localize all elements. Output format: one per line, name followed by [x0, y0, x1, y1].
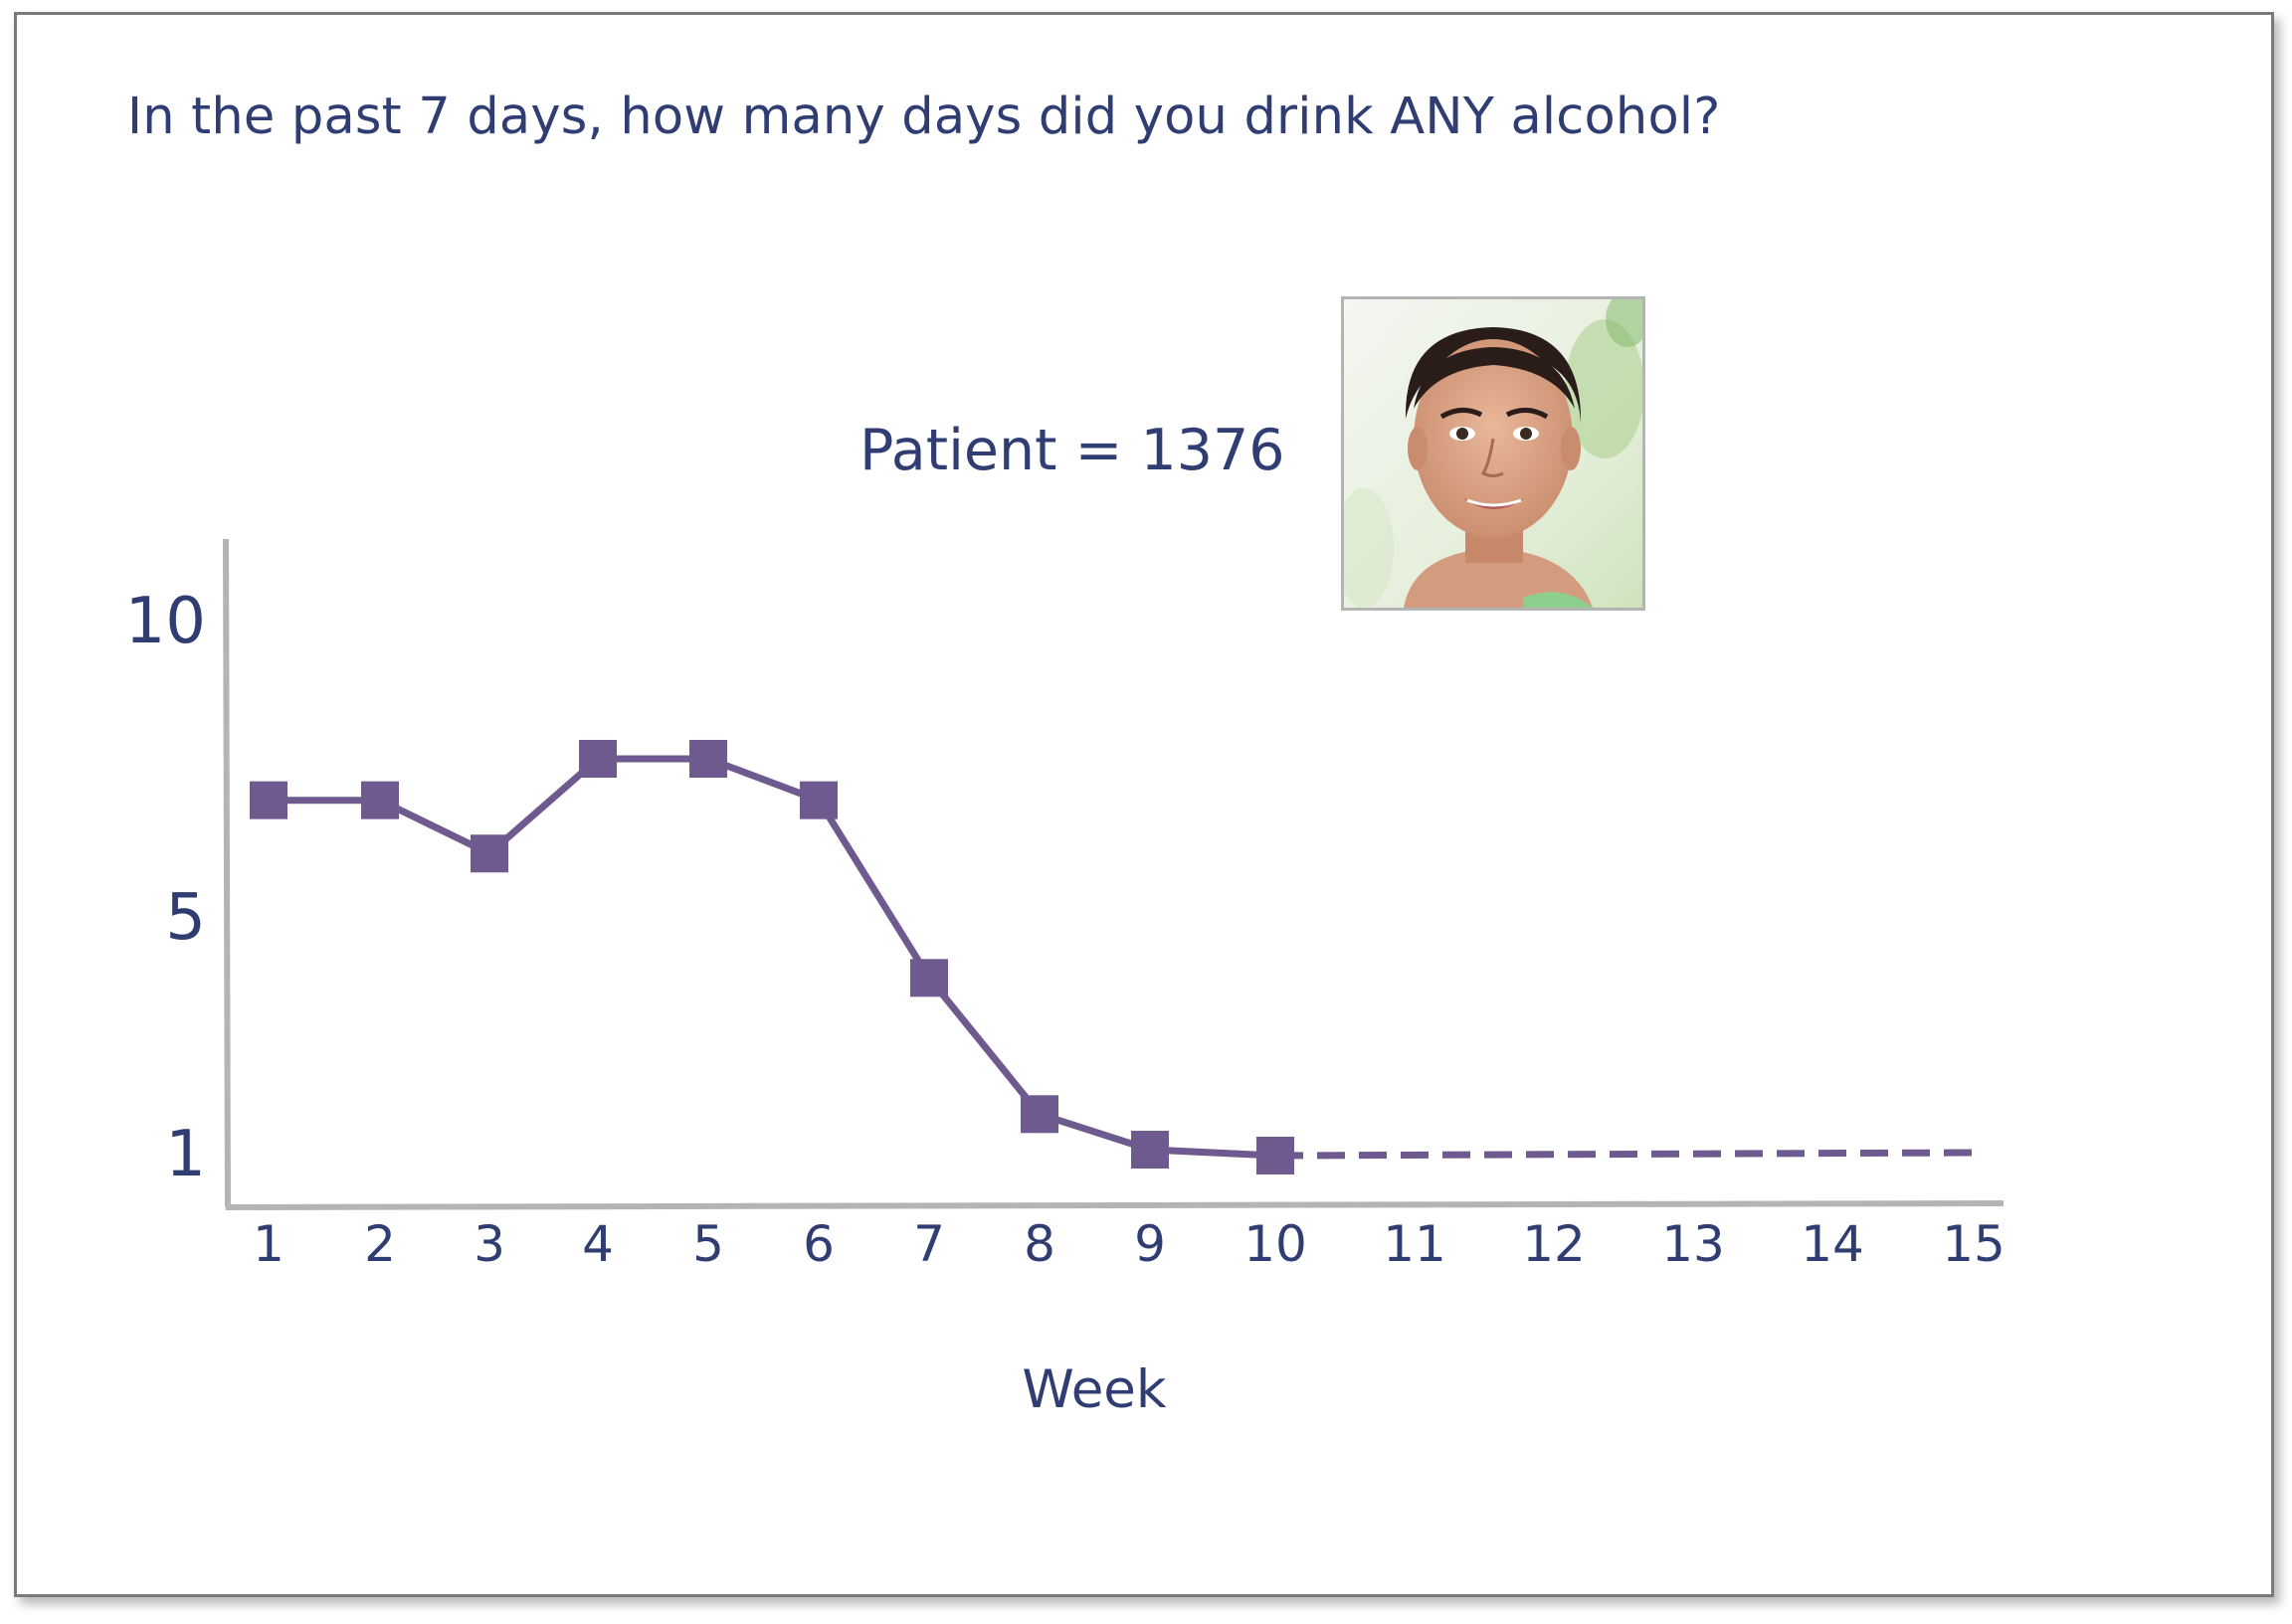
x-tick-label: 15 — [1942, 1215, 2006, 1273]
x-tick-label: 10 — [1243, 1215, 1307, 1273]
projection-dashed-line — [1274, 1149, 1975, 1160]
x-tick-label: 11 — [1383, 1215, 1446, 1273]
x-tick-label: 8 — [1024, 1215, 1055, 1273]
x-tick-label: 6 — [803, 1215, 835, 1273]
x-tick-label: 13 — [1661, 1215, 1725, 1273]
data-point-marker — [800, 781, 838, 819]
x-tick-label: 3 — [474, 1215, 505, 1273]
y-tick-label: 10 — [125, 585, 206, 658]
question-title: In the past 7 days, how many days did yo… — [127, 88, 1721, 146]
x-tick-label: 2 — [364, 1215, 396, 1273]
data-point-marker — [1256, 1137, 1294, 1174]
data-point-marker — [250, 781, 287, 819]
x-tick-label: 4 — [582, 1215, 614, 1273]
patient-photo-image — [1344, 299, 1642, 608]
patient-photo — [1341, 296, 1645, 611]
data-point-marker — [689, 739, 727, 778]
x-axis-label: Week — [1022, 1359, 1167, 1420]
data-point-marker — [910, 959, 948, 997]
x-axis-line — [225, 1200, 2005, 1210]
series-line — [269, 755, 1276, 1160]
x-tick-label: 7 — [913, 1215, 945, 1273]
y-tick-label: 1 — [165, 1118, 206, 1191]
data-point-marker — [361, 781, 399, 819]
x-tick-label: 9 — [1134, 1215, 1166, 1273]
x-tick-label: 1 — [253, 1215, 285, 1273]
x-tick-label: 12 — [1522, 1215, 1586, 1273]
data-point-marker — [579, 739, 617, 778]
data-point-marker — [471, 834, 508, 873]
marker-layer — [250, 739, 1294, 1174]
y-tick-label: 5 — [165, 881, 206, 955]
x-tick-label: 5 — [692, 1215, 724, 1273]
chart-axes — [223, 538, 2005, 1210]
x-tick-label: 14 — [1801, 1215, 1864, 1273]
x-tick-labels: 1 2 3 4 5 6 7 8 9 10 11 12 13 14 15 — [253, 1215, 2006, 1273]
series-layer — [269, 755, 1975, 1160]
data-point-marker — [1131, 1131, 1169, 1170]
data-point-marker — [1021, 1095, 1058, 1134]
patient-label: Patient = 1376 — [860, 418, 1285, 483]
y-axis-line — [223, 538, 231, 1208]
